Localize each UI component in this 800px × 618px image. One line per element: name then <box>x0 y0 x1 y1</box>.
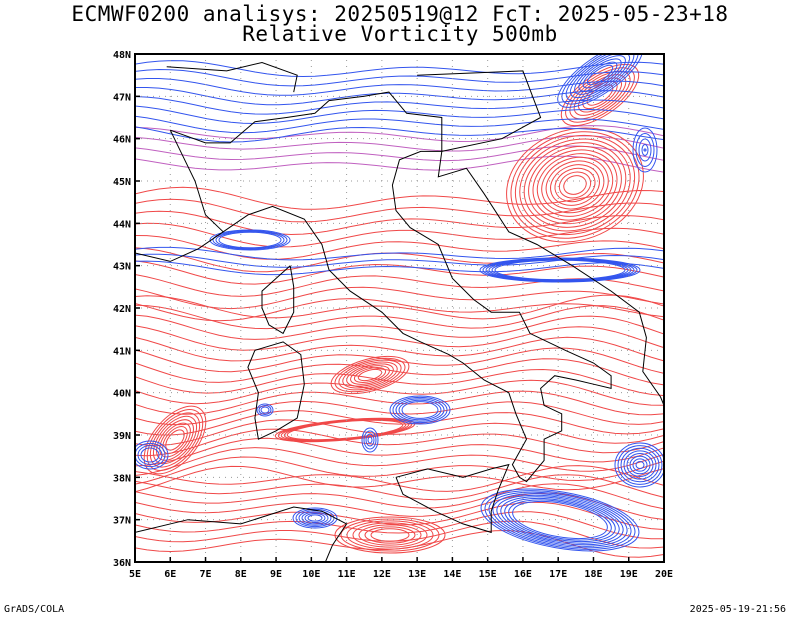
lon-tick-label: 6E <box>164 569 176 580</box>
lon-tick-label: 17E <box>549 569 567 580</box>
lon-tick-label: 13E <box>408 569 426 580</box>
chart-title-line2: Relative Vorticity 500mb <box>242 22 558 46</box>
lat-tick-label: 38N <box>113 473 131 484</box>
footer-software: GrADS/COLA <box>4 604 65 615</box>
lon-tick-label: 10E <box>302 569 320 580</box>
lon-tick-label: 11E <box>338 569 356 580</box>
chart-title-line1: ECMWF0200 analisys: 20250519@12 FcT: 202… <box>71 2 729 26</box>
lon-tick-label: 14E <box>443 569 461 580</box>
lon-tick-label: 5E <box>129 569 141 580</box>
lon-tick-label: 19E <box>620 569 638 580</box>
lon-tick-label: 15E <box>479 569 497 580</box>
lat-tick-label: 47N <box>113 92 131 103</box>
footer-timestamp: 2025-05-19-21:56 <box>689 604 786 615</box>
lat-tick-label: 36N <box>113 558 131 569</box>
lon-tick-label: 7E <box>200 569 212 580</box>
lat-tick-label: 45N <box>113 177 131 188</box>
lat-tick-label: 46N <box>113 135 131 146</box>
lon-tick-label: 8E <box>235 569 247 580</box>
lat-tick-label: 37N <box>113 516 131 527</box>
lat-tick-label: 44N <box>113 219 131 230</box>
lon-tick-label: 20E <box>655 569 673 580</box>
lon-tick-label: 18E <box>584 569 602 580</box>
lat-tick-label: 39N <box>113 431 131 442</box>
gridlines <box>135 54 664 562</box>
lat-tick-label: 41N <box>113 346 131 357</box>
lon-tick-label: 9E <box>270 569 282 580</box>
lat-tick-label: 43N <box>113 262 131 273</box>
lat-tick-label: 48N <box>113 50 131 61</box>
negative-vorticity-contours <box>135 54 664 552</box>
latitude-axis: 36N 37N 38N 39N 40N 41N 42N 43N 44N 45N 46N 47N 48N <box>113 50 140 569</box>
lat-tick-label: 40N <box>113 389 131 400</box>
coastlines <box>135 61 664 562</box>
longitude-axis: 5E 6E 7E 8E 9E 10E 11E 12E 13E 14E 15E 16E 17E 18E 19E… <box>129 557 673 580</box>
lon-tick-label: 16E <box>514 569 532 580</box>
lat-tick-label: 42N <box>113 304 131 315</box>
lon-tick-label: 12E <box>373 569 391 580</box>
